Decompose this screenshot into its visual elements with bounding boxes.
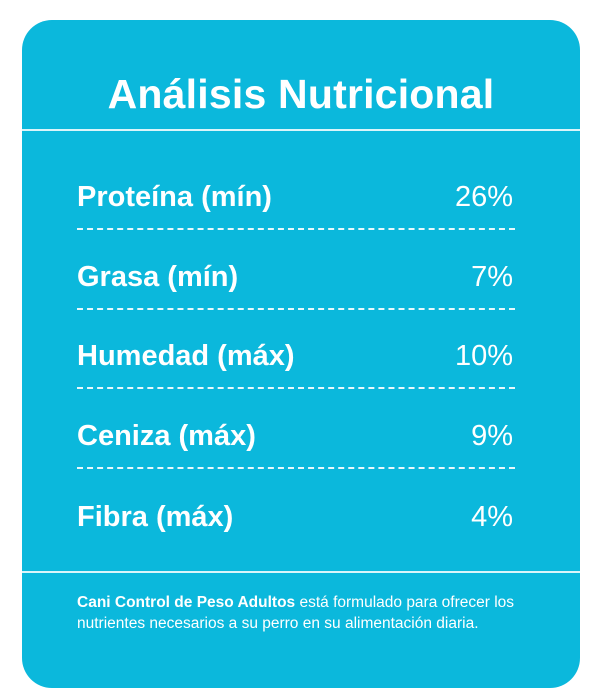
nutrient-row-moisture: Humedad (máx) 10% xyxy=(77,336,513,376)
row-divider xyxy=(77,387,515,389)
title-divider xyxy=(22,129,580,131)
nutrient-row-protein: Proteína (mín) 26% xyxy=(77,177,513,217)
footer-description: Cani Control de Peso Adultos está formul… xyxy=(77,592,527,634)
card-title: Análisis Nutricional xyxy=(107,71,495,117)
footer-divider xyxy=(22,571,580,573)
row-divider xyxy=(77,228,515,230)
nutrient-value: 10% xyxy=(454,339,513,372)
nutrient-value: 7% xyxy=(471,260,513,293)
nutrient-row-ash: Ceniza (máx) 9% xyxy=(77,416,513,456)
nutrient-label: Ceniza (máx) xyxy=(77,419,256,452)
nutrient-row-fiber: Fibra (máx) 4% xyxy=(77,497,513,537)
row-divider xyxy=(77,467,515,469)
nutrient-value: 9% xyxy=(471,419,513,452)
nutrient-label: Fibra (máx) xyxy=(77,500,234,533)
product-name: Cani Control de Peso Adultos xyxy=(77,594,296,611)
nutrient-label: Grasa (mín) xyxy=(77,260,239,293)
nutrient-value: 4% xyxy=(471,500,513,533)
nutrient-label: Proteína (mín) xyxy=(77,180,272,213)
footer-text: está formulado para ofrecer los nutrient… xyxy=(77,594,515,632)
row-divider xyxy=(77,308,515,310)
nutrient-value: 26% xyxy=(454,180,513,213)
nutrition-card: Análisis Nutricional Proteína (mín) 26% … xyxy=(22,20,580,688)
nutrient-row-fat: Grasa (mín) 7% xyxy=(77,257,513,297)
nutrient-label: Humedad (máx) xyxy=(77,339,295,372)
